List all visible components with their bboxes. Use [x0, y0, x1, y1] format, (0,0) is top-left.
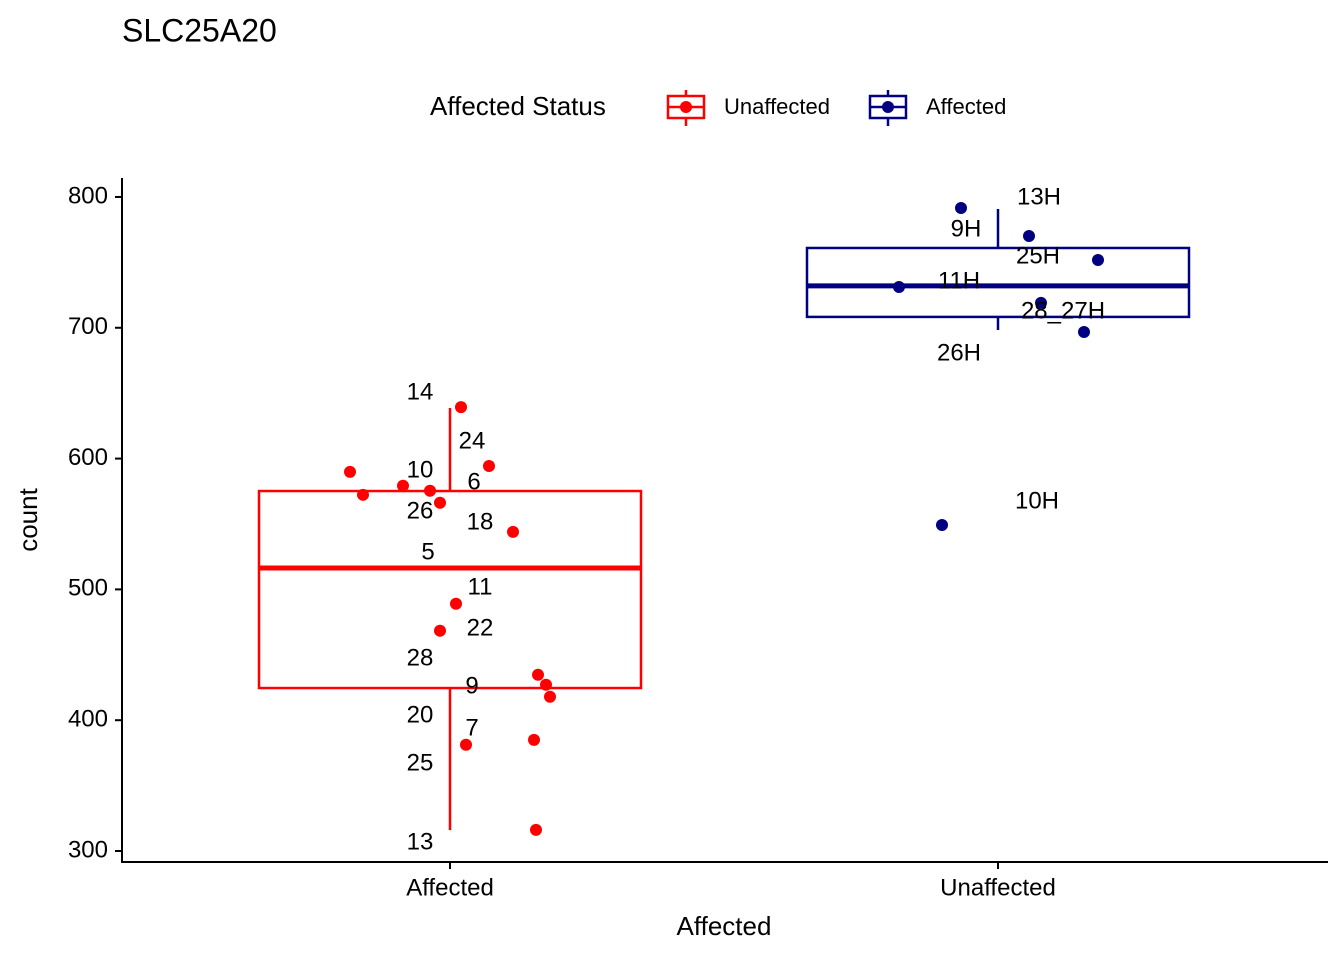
point-label: 28 — [407, 644, 434, 671]
point — [455, 401, 467, 414]
x-tick-label: Affected — [406, 874, 494, 901]
point-label: 25H — [1016, 242, 1060, 269]
box — [805, 246, 1191, 319]
x-tick-label: Unaffected — [940, 874, 1056, 901]
point — [434, 496, 446, 509]
point-label: 20 — [407, 701, 434, 728]
point-label: 24 — [459, 427, 486, 454]
point-label: 9H — [951, 215, 982, 242]
point-label: 11 — [468, 573, 493, 600]
legend-label: Unaffected — [724, 94, 830, 119]
point — [532, 668, 544, 681]
point — [955, 201, 967, 214]
legend-title: Affected Status — [430, 91, 606, 121]
legend-key — [680, 101, 692, 113]
point-label: 5 — [421, 538, 434, 565]
point — [424, 484, 436, 497]
point — [1092, 254, 1104, 267]
point — [1023, 229, 1035, 242]
point-label: 25 — [407, 749, 434, 776]
y-tick-label: 700 — [68, 313, 108, 340]
y-tick-label: 400 — [68, 706, 108, 733]
point — [483, 460, 495, 473]
point — [530, 823, 542, 836]
box — [257, 489, 643, 690]
y-tick-label: 300 — [68, 836, 108, 863]
point-label: 18 — [467, 508, 494, 535]
y-tick-label: 500 — [68, 575, 108, 602]
chart-title: SLC25A20 — [122, 12, 277, 48]
point-label: 10 — [407, 456, 434, 483]
point-label: 7 — [465, 714, 478, 741]
point-label: 14 — [407, 378, 434, 405]
legend-label: Affected — [926, 94, 1006, 119]
point-label: 26H — [937, 339, 981, 366]
point-label: 10H — [1015, 487, 1059, 514]
point — [357, 488, 369, 501]
point-label: 6 — [467, 468, 480, 495]
x-axis-title: Affected — [677, 911, 772, 941]
point — [507, 525, 519, 538]
point — [397, 479, 409, 492]
point-label: 13H — [1017, 183, 1061, 210]
point — [434, 624, 446, 637]
y-axis-title: count — [13, 487, 43, 551]
point — [460, 738, 472, 751]
point — [1035, 296, 1047, 309]
point — [544, 690, 556, 703]
point-label: 28_27H — [1021, 297, 1105, 324]
point — [450, 597, 462, 610]
point — [344, 465, 356, 478]
point — [893, 280, 905, 293]
point-label: 13 — [407, 828, 434, 855]
point-label: 26 — [407, 497, 434, 524]
point — [936, 519, 948, 532]
y-tick-label: 800 — [68, 182, 108, 209]
legend-key — [882, 101, 894, 113]
point — [1078, 325, 1090, 338]
y-tick-label: 600 — [68, 444, 108, 471]
point — [528, 733, 540, 746]
point-label: 9 — [465, 672, 478, 699]
point — [540, 678, 552, 691]
point-label: 22 — [467, 614, 494, 641]
point-label: 11H — [938, 267, 980, 294]
